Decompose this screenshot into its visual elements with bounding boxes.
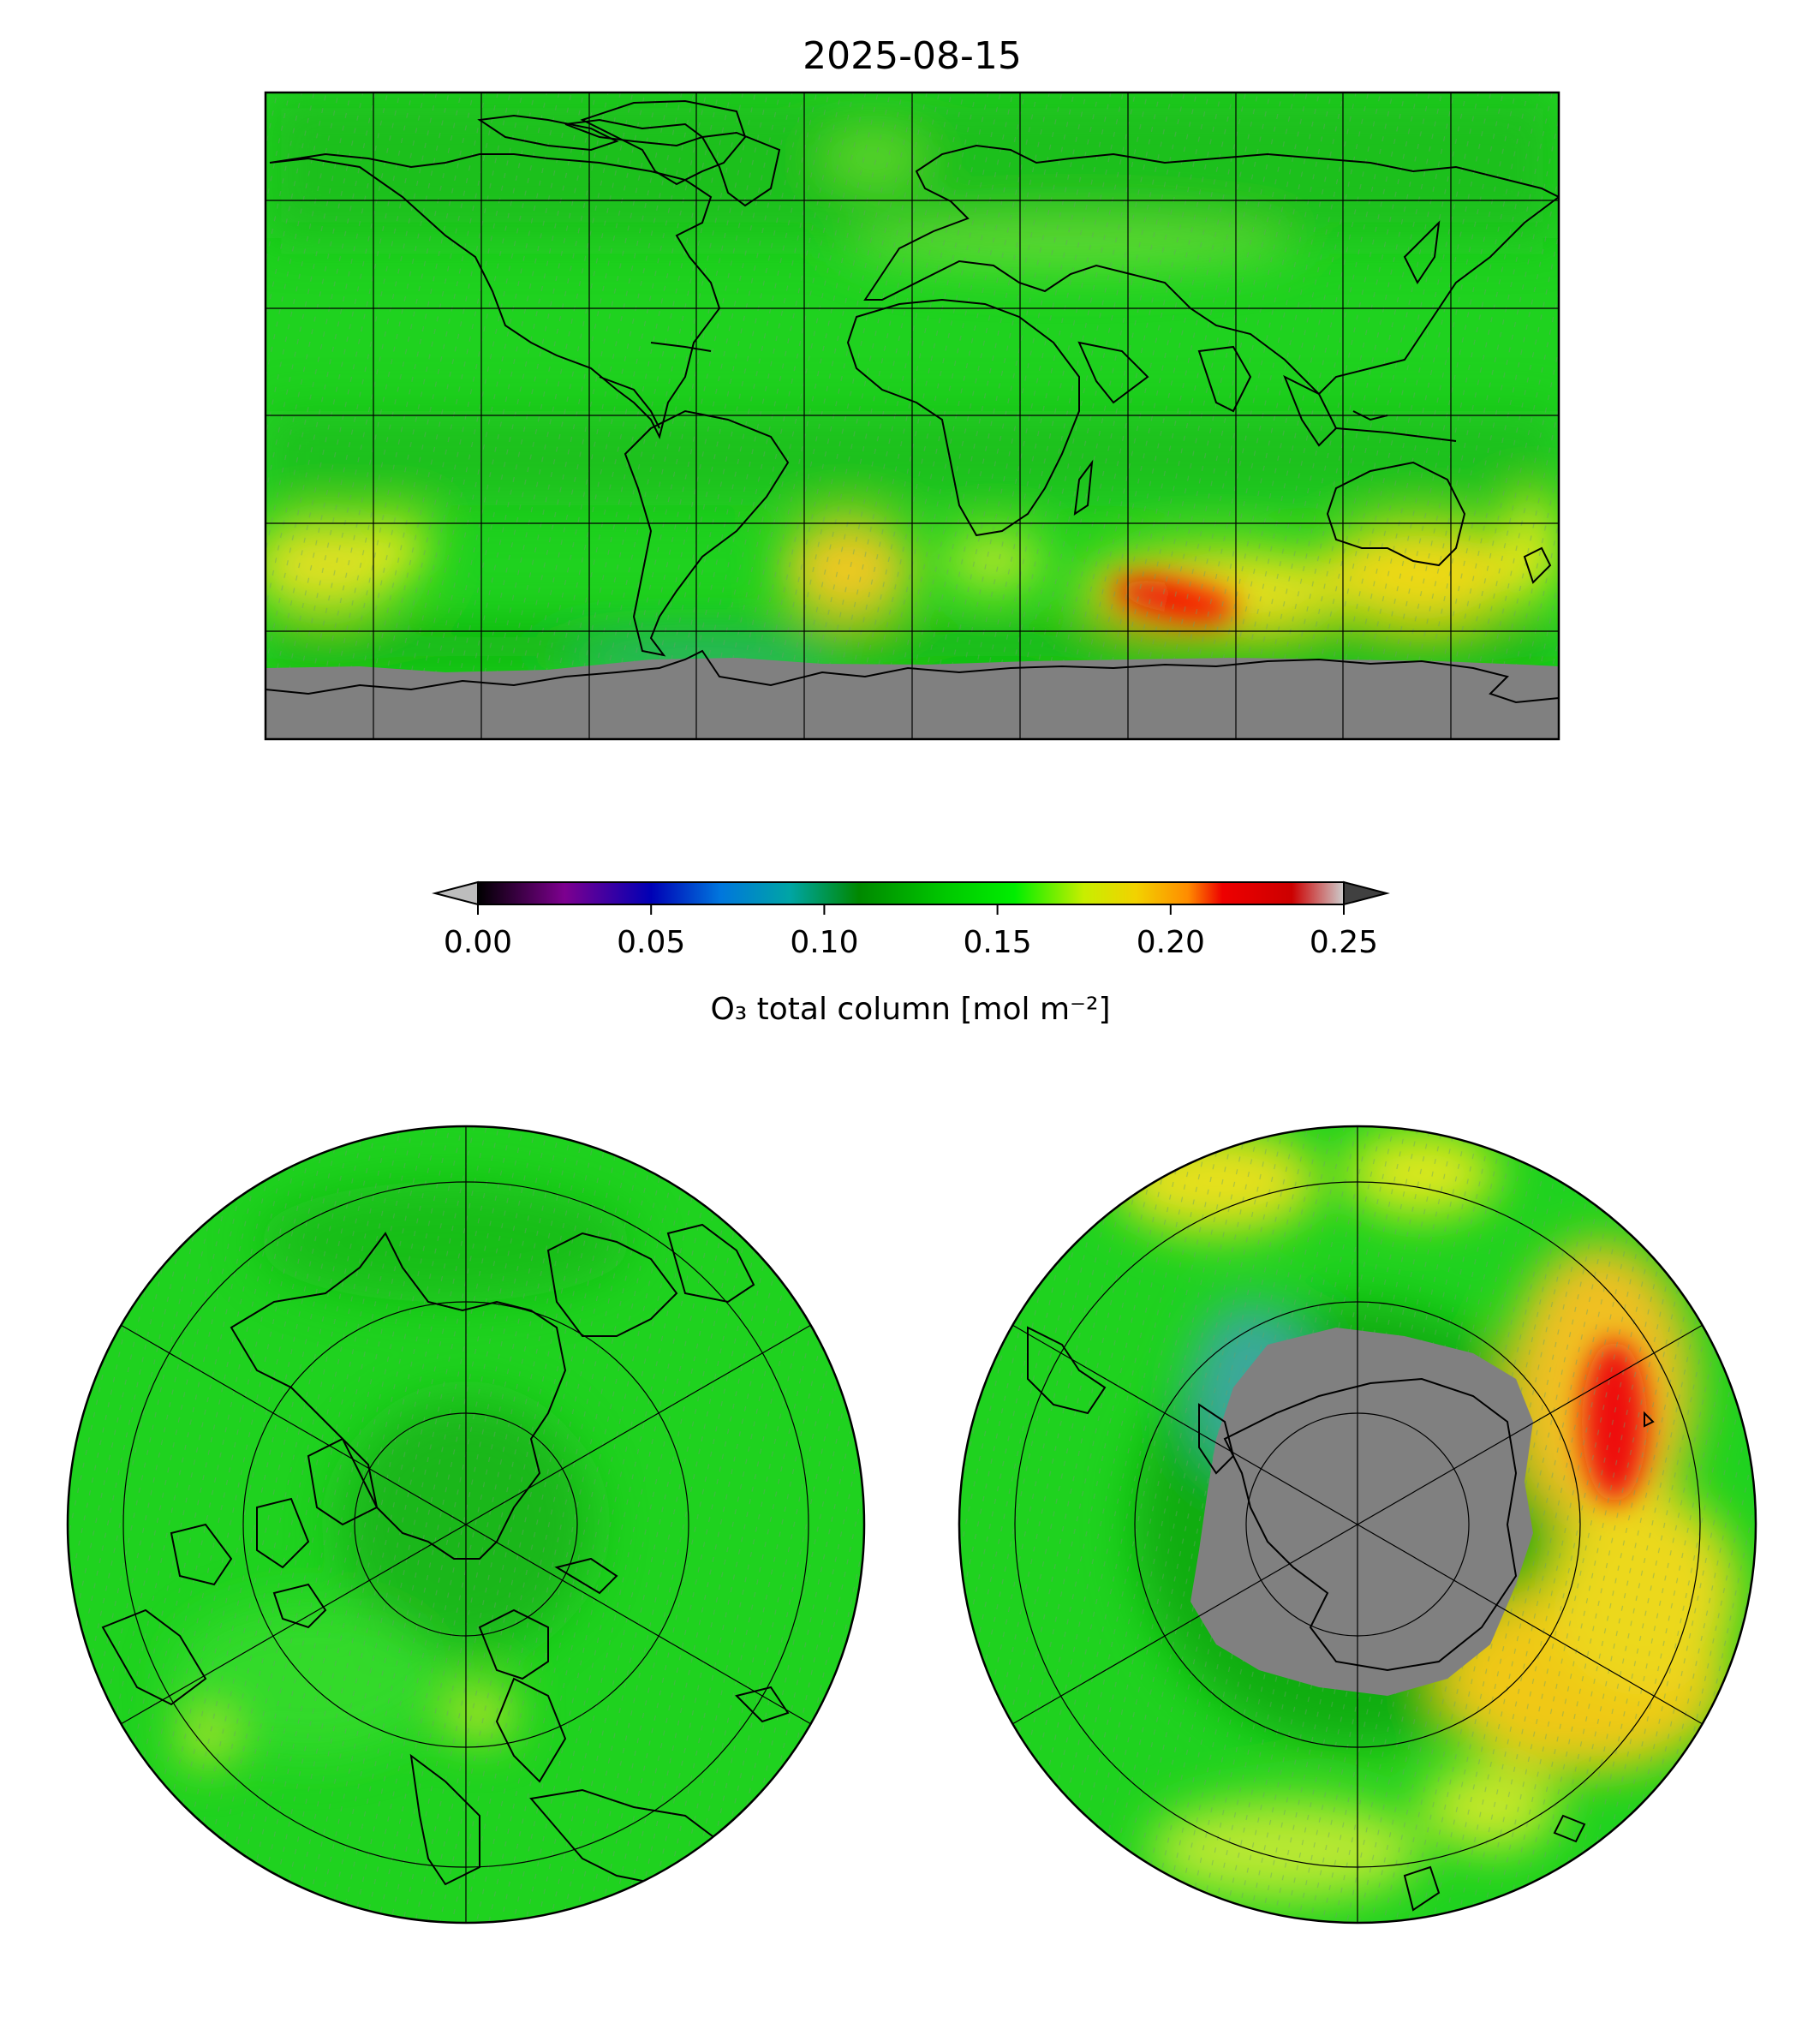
colorbar-label: O₃ total column [mol m⁻²]	[710, 992, 1110, 1027]
south-coastlines	[1027, 1326, 1655, 1912]
colorbar-over-extension	[1343, 880, 1390, 906]
north-coastlines	[101, 1223, 790, 1886]
global-map-panel	[264, 91, 1560, 741]
south-no-data-antarctica	[1190, 1328, 1533, 1696]
north-graticule	[120, 1126, 812, 1923]
colorbar-under-extension	[432, 880, 479, 906]
south-map-frame	[958, 1125, 1757, 1925]
north-map-frame	[66, 1125, 866, 1925]
colorbar-tick-label: 0.05	[617, 925, 685, 960]
colorbar-gradient	[477, 881, 1345, 905]
colorbar: 0.00 0.05 0.10 0.15 0.20 0.25 O₃ total column…	[432, 880, 1390, 1027]
south-graticule	[1011, 1126, 1704, 1923]
colorbar-tick-label: 0.00	[444, 925, 512, 960]
global-map-frame	[264, 91, 1560, 741]
north-polar-panel	[66, 1125, 866, 1925]
colorbar-tick-label: 0.25	[1310, 925, 1378, 960]
colorbar-tick-label: 0.15	[964, 925, 1032, 960]
global-graticule	[266, 92, 1559, 739]
colorbar-tick-label: 0.10	[790, 925, 858, 960]
colorbar-tick-label: 0.20	[1137, 925, 1205, 960]
south-polar-panel	[958, 1125, 1757, 1925]
figure-title: 2025-08-15	[803, 34, 1022, 78]
